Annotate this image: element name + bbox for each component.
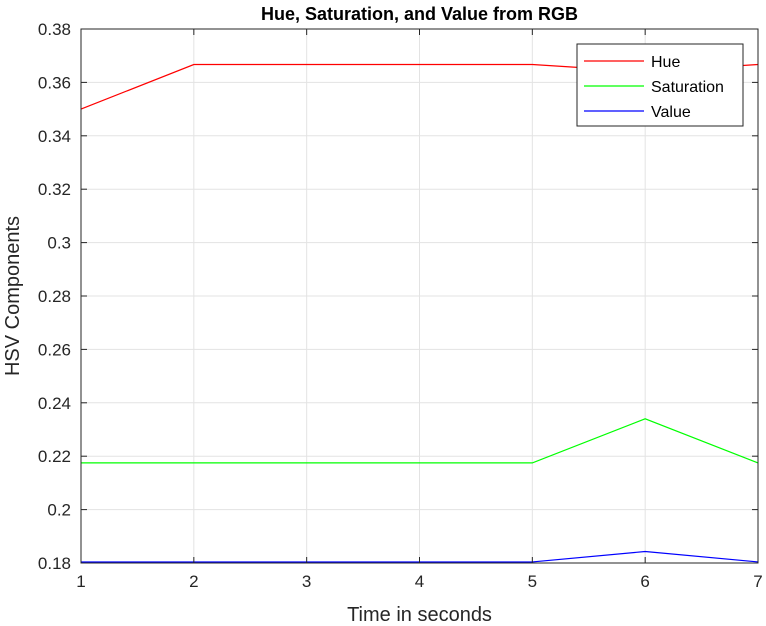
y-tick-label: 0.22: [38, 447, 71, 466]
series-line-saturation: [81, 418, 759, 464]
y-axis-ticks: 0.18 0.2 0.22 0.24 0.26 0.28 0.3 0.32 0.34 0.36 0.…: [38, 20, 758, 573]
legend-box: [576, 43, 744, 127]
y-tick-label: 0.38: [38, 20, 71, 39]
y-tick-label: 0.2: [47, 501, 71, 520]
y-tick-label: 0.26: [38, 340, 71, 359]
y-tick-label: 0.32: [38, 180, 71, 199]
y-tick-label: 0.36: [38, 73, 71, 92]
legend-label-hue: Hue: [651, 54, 680, 71]
x-tick-label: 3: [302, 572, 311, 591]
y-tick-label: 0.28: [38, 287, 71, 306]
x-tick-label: 1: [76, 572, 85, 591]
x-tick-label: 4: [415, 572, 424, 591]
x-tick-label: 2: [189, 572, 198, 591]
x-tick-label: 7: [753, 572, 762, 591]
legend-label-saturation: Saturation: [651, 79, 724, 96]
y-axis-label: HSV Components: [2, 216, 24, 376]
x-tick-label: 6: [640, 572, 649, 591]
y-tick-label: 0.18: [38, 554, 71, 573]
x-tick-label: 5: [528, 572, 537, 591]
legend: Hue Saturation Value: [576, 43, 744, 127]
y-tick-label: 0.24: [38, 394, 71, 413]
x-axis-ticks: 1 2 3 4 5 6 7: [76, 29, 763, 591]
x-axis-label: Time in seconds: [347, 604, 492, 626]
chart-title: Hue, Saturation, and Value from RGB: [261, 4, 578, 24]
y-tick-label: 0.34: [38, 127, 71, 146]
y-tick-label: 0.3: [47, 234, 71, 253]
legend-label-value: Value: [651, 104, 691, 121]
